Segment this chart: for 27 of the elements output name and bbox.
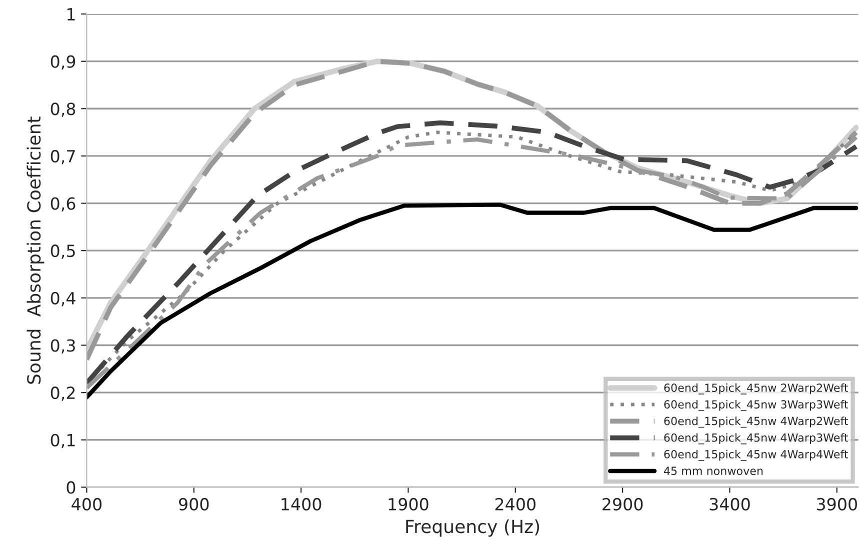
y-axis-title: Sound Absorption Coefficient bbox=[26, 116, 44, 384]
x-tick-label: 400 bbox=[72, 498, 102, 511]
y-tick-label: 0,6 bbox=[50, 197, 76, 212]
y-tick-label: 0,1 bbox=[50, 434, 75, 448]
x-tick-label: 3400 bbox=[710, 498, 750, 511]
legend-label: 60end_15pick_45nw 2Warp2Weft bbox=[664, 383, 848, 394]
x-tick-label: 2900 bbox=[602, 498, 643, 511]
y-tick-label: 0,2 bbox=[50, 386, 75, 401]
legend-label: 60end_15pick_45nw 4Warp3Weft bbox=[664, 433, 848, 444]
x-tick-label: 2400 bbox=[495, 498, 536, 511]
y-tick-label: 0,9 bbox=[50, 55, 76, 70]
x-tick-label: 900 bbox=[179, 498, 209, 511]
y-tick-label: 0 bbox=[66, 481, 76, 494]
x-tick-label: 1400 bbox=[282, 498, 322, 511]
x-tick-label: 3900 bbox=[816, 498, 857, 511]
legend-label: 60end_15pick_45nw 3Warp3Weft bbox=[664, 400, 848, 412]
legend-label: 60end_15pick_45nw 4Warp2Weft bbox=[664, 416, 848, 428]
y-tick-label: 0,5 bbox=[50, 244, 75, 259]
legend-label: 60end_15pick_45nw 4Warp4Weft bbox=[664, 450, 848, 461]
y-tick-label: 0,3 bbox=[50, 339, 75, 354]
legend-label: 45 mm nonwoven bbox=[664, 466, 763, 476]
y-tick-label: 0,8 bbox=[50, 102, 76, 117]
y-tick-label: 1 bbox=[68, 8, 75, 20]
y-tick-label: 0,4 bbox=[50, 292, 76, 306]
x-axis-title: Frequency (Hz) bbox=[406, 519, 540, 537]
x-tick-label: 1900 bbox=[388, 498, 428, 511]
y-tick-label: 0,7 bbox=[50, 150, 75, 164]
